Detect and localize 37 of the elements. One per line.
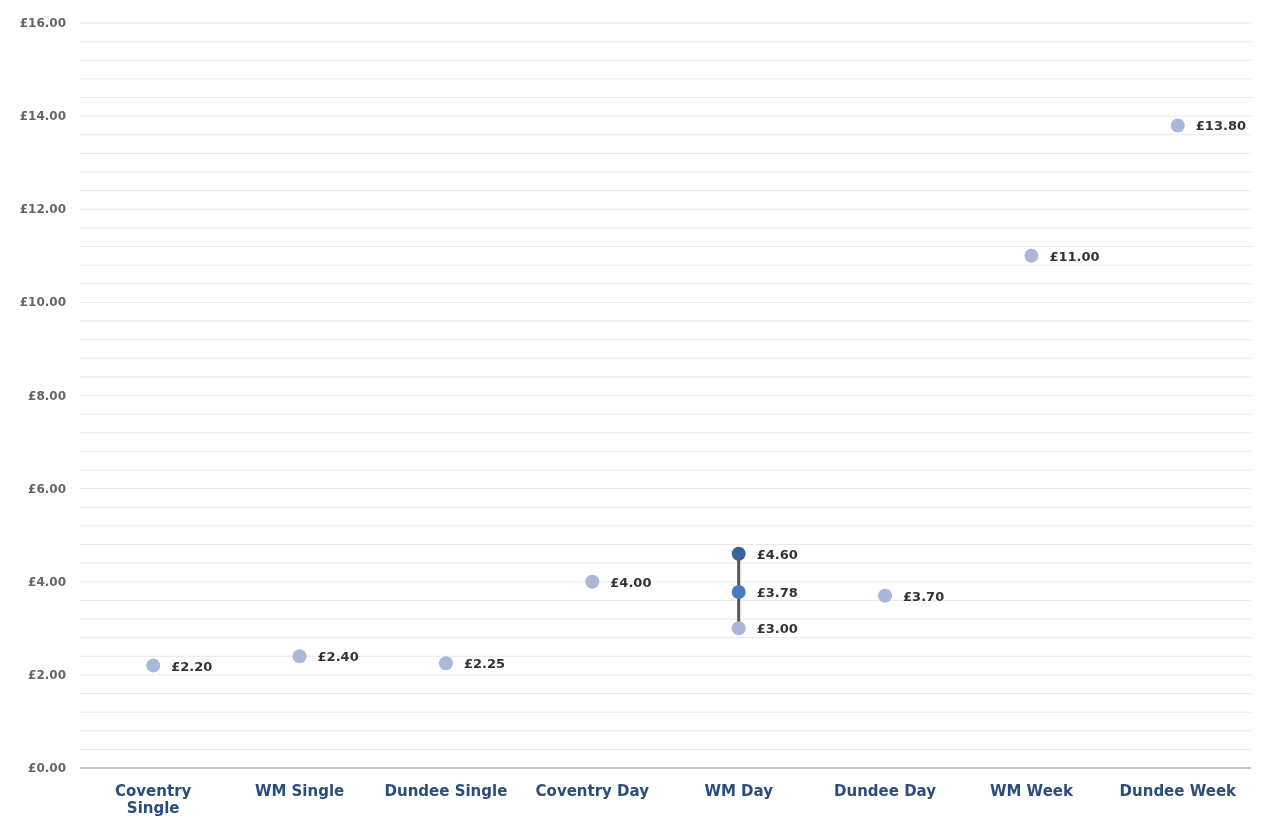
data-label: £2.25 <box>463 656 506 672</box>
x-tick-label: Dundee Day <box>834 782 937 800</box>
y-tick-label: £16.00 <box>19 16 66 30</box>
data-label: £4.00 <box>610 574 652 590</box>
point <box>878 588 893 603</box>
x-tick-label: Dundee Single <box>384 782 508 800</box>
y-tick-label: £0.00 <box>28 761 66 775</box>
point <box>731 621 746 636</box>
y-tick-label: £2.00 <box>28 667 66 682</box>
x-tick-label: WM Single <box>254 782 345 800</box>
data-label: £3.00 <box>756 621 798 637</box>
x-tick-label: WM Week <box>989 782 1074 800</box>
y-tick-label: £10.00 <box>19 295 66 310</box>
point <box>292 649 307 664</box>
y-tick-label: £12.00 <box>19 202 66 217</box>
point <box>1024 248 1039 263</box>
data-label: £3.70 <box>903 588 945 604</box>
point <box>146 658 161 673</box>
point <box>438 656 453 671</box>
point <box>1170 118 1185 133</box>
y-tick-label: £6.00 <box>28 481 66 496</box>
data-label: £3.78 <box>756 584 798 600</box>
data-label: £4.60 <box>756 546 798 562</box>
x-tick-label: Coventry Single <box>115 782 192 817</box>
point <box>585 574 600 589</box>
data-label: £2.20 <box>171 658 213 674</box>
x-tick-label: Coventry Day <box>535 782 650 800</box>
y-tick-label: £8.00 <box>28 388 66 403</box>
point <box>731 546 746 561</box>
y-tick-label: £4.00 <box>28 574 66 589</box>
data-label: £11.00 <box>1049 248 1100 264</box>
x-tick-label: WM Day <box>704 782 774 800</box>
data-label: £13.80 <box>1195 118 1246 134</box>
point <box>731 584 746 599</box>
y-tick-label: £14.00 <box>19 109 66 124</box>
x-tick-label: Dundee Week <box>1119 782 1238 800</box>
data-label: £2.40 <box>317 649 359 665</box>
